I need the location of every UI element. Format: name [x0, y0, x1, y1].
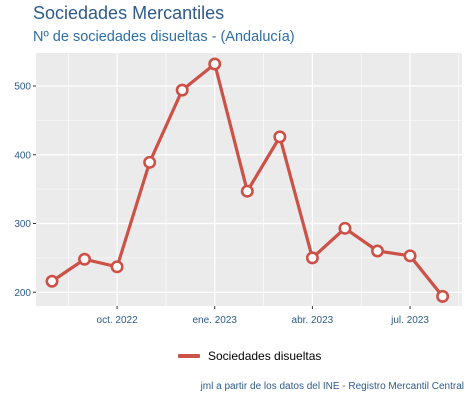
- data-point-2022-09: [78, 252, 92, 266]
- y-tick-label-500: 500: [14, 82, 31, 93]
- data-point-2022-10: [110, 260, 124, 274]
- plot-panel: [36, 53, 462, 306]
- data-point-2023-06: [370, 244, 384, 258]
- y-tick-label-200: 200: [14, 288, 31, 299]
- data-point-2023-01: [208, 57, 222, 71]
- legend: Sociedades disueltas: [178, 349, 321, 363]
- data-point-2022-11: [143, 155, 157, 169]
- y-tick-label-300: 300: [14, 219, 31, 230]
- source-caption: jml a partir de los datos del INE - Regi…: [200, 381, 464, 392]
- data-point-2023-08: [436, 289, 450, 303]
- y-tick-label-400: 400: [14, 150, 31, 161]
- data-point-2023-04: [305, 251, 319, 265]
- x-tick-label-2: oct. 2022: [97, 315, 139, 326]
- x-tick-label-11: jul. 2023: [390, 315, 429, 326]
- x-tick-label-5: ene. 2023: [193, 315, 238, 326]
- data-point-2022-12: [175, 83, 189, 97]
- data-point-2022-08: [45, 274, 59, 288]
- chart-title: Sociedades Mercantiles: [33, 3, 225, 23]
- data-point-2023-05: [338, 221, 352, 235]
- data-point-2023-07: [403, 249, 417, 263]
- x-tick-label-8: abr. 2023: [292, 315, 334, 326]
- data-point-2023-02: [240, 184, 254, 198]
- chart-subtitle: Nº de sociedades disueltas - (Andalucía): [33, 29, 295, 45]
- data-point-2023-03: [273, 130, 287, 144]
- legend-label-sociedades-disueltas: Sociedades disueltas: [208, 349, 322, 363]
- legend-line-key: [178, 354, 200, 358]
